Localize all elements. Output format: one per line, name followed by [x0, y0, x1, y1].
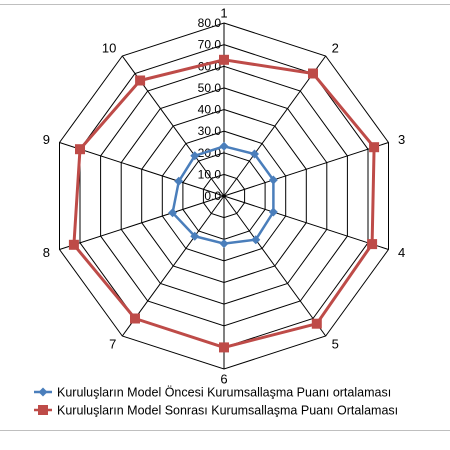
data-point [268, 207, 278, 217]
category-label: 1 [220, 6, 227, 21]
tick-label: 70.0 [198, 38, 222, 52]
data-point [135, 75, 146, 86]
data-point [250, 149, 260, 159]
data-point [369, 142, 380, 153]
category-label: 10 [102, 40, 116, 55]
grid-spoke [223, 195, 327, 337]
data-point [311, 318, 322, 329]
legend-marker-before [38, 387, 48, 397]
category-label: 7 [109, 337, 116, 352]
grid-layer [59, 22, 389, 370]
grid-spoke [59, 142, 225, 197]
data-point [174, 176, 184, 186]
data-point [268, 175, 278, 185]
legend-label-after: Kuruluşların Model Sonrası Kurumsallaşma… [57, 404, 398, 418]
category-label: 6 [220, 372, 227, 387]
tick-labels: 0.010.020.030.040.050.060.070.080.0 [198, 16, 222, 203]
grid-spoke [223, 195, 389, 250]
category-label: 8 [43, 245, 50, 260]
grid-spoke [59, 195, 225, 250]
data-point [367, 239, 378, 250]
data-point [190, 231, 200, 241]
series-after [68, 54, 380, 353]
series-before [168, 141, 278, 249]
tick-label: 0.0 [204, 189, 221, 203]
grid-spoke [223, 55, 327, 197]
top-rule [0, 4, 450, 5]
data-point [219, 342, 229, 353]
tick-label: 50.0 [198, 81, 222, 95]
legend-label-before: Kuruluşların Model Öncesi Kurumsallaşma … [57, 386, 391, 400]
data-point [219, 141, 229, 151]
data-point [68, 239, 79, 250]
legend: Kuruluşların Model Öncesi Kurumsallaşma … [34, 386, 398, 418]
category-label: 9 [43, 132, 50, 147]
bottom-rule [0, 430, 450, 431]
data-point [308, 68, 318, 79]
tick-label: 80.0 [198, 16, 222, 30]
data-point [251, 235, 261, 245]
tick-label: 30.0 [198, 124, 222, 138]
data-point [190, 151, 200, 161]
category-label: 3 [398, 132, 405, 147]
data-point [130, 313, 140, 324]
category-label: 4 [398, 245, 405, 260]
tick-label: 40.0 [198, 103, 222, 117]
data-point [219, 54, 229, 65]
legend-item-before: Kuruluşların Model Öncesi Kurumsallaşma … [34, 386, 391, 400]
grid-spoke [121, 195, 225, 337]
legend-marker-after [38, 405, 48, 415]
data-point [219, 239, 229, 249]
legend-item-after: Kuruluşların Model Sonrası Kurumsallaşma… [34, 404, 398, 418]
category-labels: 1 2 3 4 5 6 7 8 9 10 [43, 6, 405, 387]
category-label: 5 [332, 337, 339, 352]
series-layer [68, 54, 380, 353]
data-point [168, 208, 178, 218]
grid-spoke [223, 142, 389, 197]
tick-label: 10.0 [198, 167, 222, 181]
category-label: 2 [332, 40, 339, 55]
data-point [75, 144, 85, 155]
